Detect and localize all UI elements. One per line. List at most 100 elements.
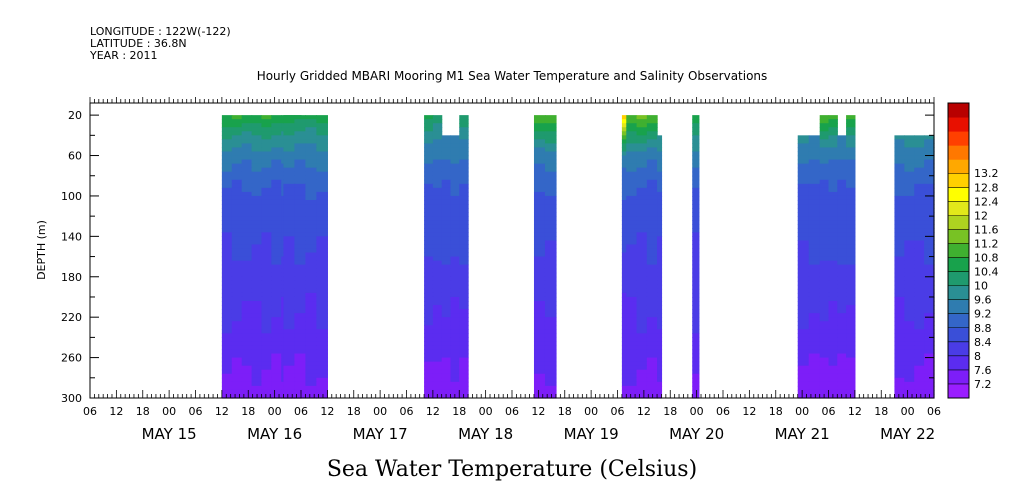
data-cell (621, 216, 627, 221)
data-cell (646, 393, 658, 399)
data-cell (271, 329, 282, 334)
data-cell (846, 345, 856, 351)
data-cell (533, 220, 546, 225)
data-cell (646, 159, 658, 165)
data-cell (894, 333, 905, 338)
data-cell (914, 288, 925, 294)
data-cell (819, 317, 830, 322)
data-cell (231, 147, 243, 153)
data-cell (808, 208, 821, 213)
data-cell (797, 309, 810, 314)
data-cell (626, 252, 638, 258)
data-cell (316, 260, 328, 266)
data-cell (450, 369, 460, 375)
data-cell (828, 204, 838, 209)
data-cell (231, 369, 243, 375)
data-cell (251, 264, 263, 270)
data-cell (621, 385, 627, 391)
data-cell (621, 365, 627, 371)
data-cell (914, 187, 925, 193)
data-cell (846, 292, 856, 298)
data-cell (808, 143, 821, 149)
data-cell (459, 345, 469, 351)
data-cell (441, 385, 452, 391)
data-cell (305, 325, 317, 330)
data-cell (894, 301, 905, 306)
data-cell (450, 252, 460, 258)
data-cell (283, 329, 296, 334)
data-cell (621, 272, 627, 278)
data-cell (251, 123, 263, 128)
data-cell (316, 341, 328, 347)
data-cell (621, 309, 627, 314)
data-cell (636, 389, 648, 395)
data-cell (459, 171, 469, 177)
data-cell (621, 240, 627, 246)
data-cell (241, 256, 253, 262)
data-cell (221, 268, 233, 274)
data-cell (251, 127, 263, 132)
data-cell (819, 175, 830, 181)
data-cell (283, 305, 296, 310)
colorbar-label: 12.4 (974, 195, 999, 208)
data-cell (533, 369, 546, 375)
data-cell (797, 321, 810, 326)
data-cell (441, 155, 452, 161)
data-cell (251, 175, 263, 181)
data-cell (432, 232, 443, 237)
data-cell (846, 236, 856, 241)
data-cell (797, 268, 810, 274)
data-cell (251, 208, 263, 213)
data-cell (797, 163, 810, 169)
data-cell (441, 204, 452, 209)
data-cell (828, 224, 838, 229)
data-cell (626, 393, 638, 399)
data-cell (894, 349, 905, 355)
data-cell (231, 284, 243, 290)
data-cell (646, 357, 658, 363)
data-cell (424, 248, 434, 254)
data-cell (251, 321, 263, 326)
data-cell (424, 301, 434, 306)
data-cell (459, 272, 469, 278)
data-cell (432, 276, 443, 282)
data-cell (283, 389, 296, 395)
data-cell (533, 151, 546, 157)
data-cell (459, 256, 469, 262)
colorbar: 7.27.688.48.89.29.61010.410.811.211.6121… (947, 102, 999, 399)
data-cell (432, 349, 443, 355)
x-tick-label: 06 (294, 405, 308, 418)
data-cell (626, 151, 638, 157)
data-cell (305, 143, 317, 149)
data-cell (294, 151, 306, 157)
data-cell (692, 264, 700, 270)
data-cell (808, 236, 821, 241)
data-cell (904, 280, 915, 286)
data-cell (828, 183, 838, 189)
data-cell (432, 377, 443, 383)
data-cell (846, 151, 856, 157)
data-cell (904, 151, 915, 157)
data-cell (657, 151, 663, 157)
data-cell (294, 167, 306, 173)
data-cell (544, 353, 557, 359)
data-cell (924, 216, 935, 221)
data-cell (441, 256, 452, 262)
colorbar-band (948, 341, 969, 357)
data-cell (837, 212, 847, 217)
data-cell (241, 143, 253, 149)
data-cell (271, 284, 282, 290)
data-cell (914, 260, 925, 266)
data-cell (459, 317, 469, 322)
latitude-label: LATITUDE : 36.8N (90, 37, 187, 50)
data-cell (283, 284, 296, 290)
data-cell (924, 292, 935, 298)
data-cell (646, 175, 658, 181)
data-cell (621, 345, 627, 351)
data-cell (432, 389, 443, 395)
data-cell (904, 171, 915, 177)
data-cell (692, 216, 700, 221)
data-cell (846, 381, 856, 387)
data-cell (283, 365, 296, 371)
data-cell (432, 135, 443, 140)
